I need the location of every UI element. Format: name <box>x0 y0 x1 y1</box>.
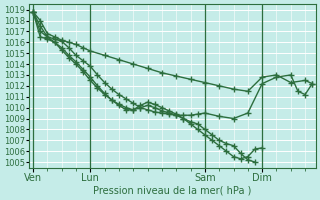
X-axis label: Pression niveau de la mer( hPa ): Pression niveau de la mer( hPa ) <box>93 186 252 196</box>
